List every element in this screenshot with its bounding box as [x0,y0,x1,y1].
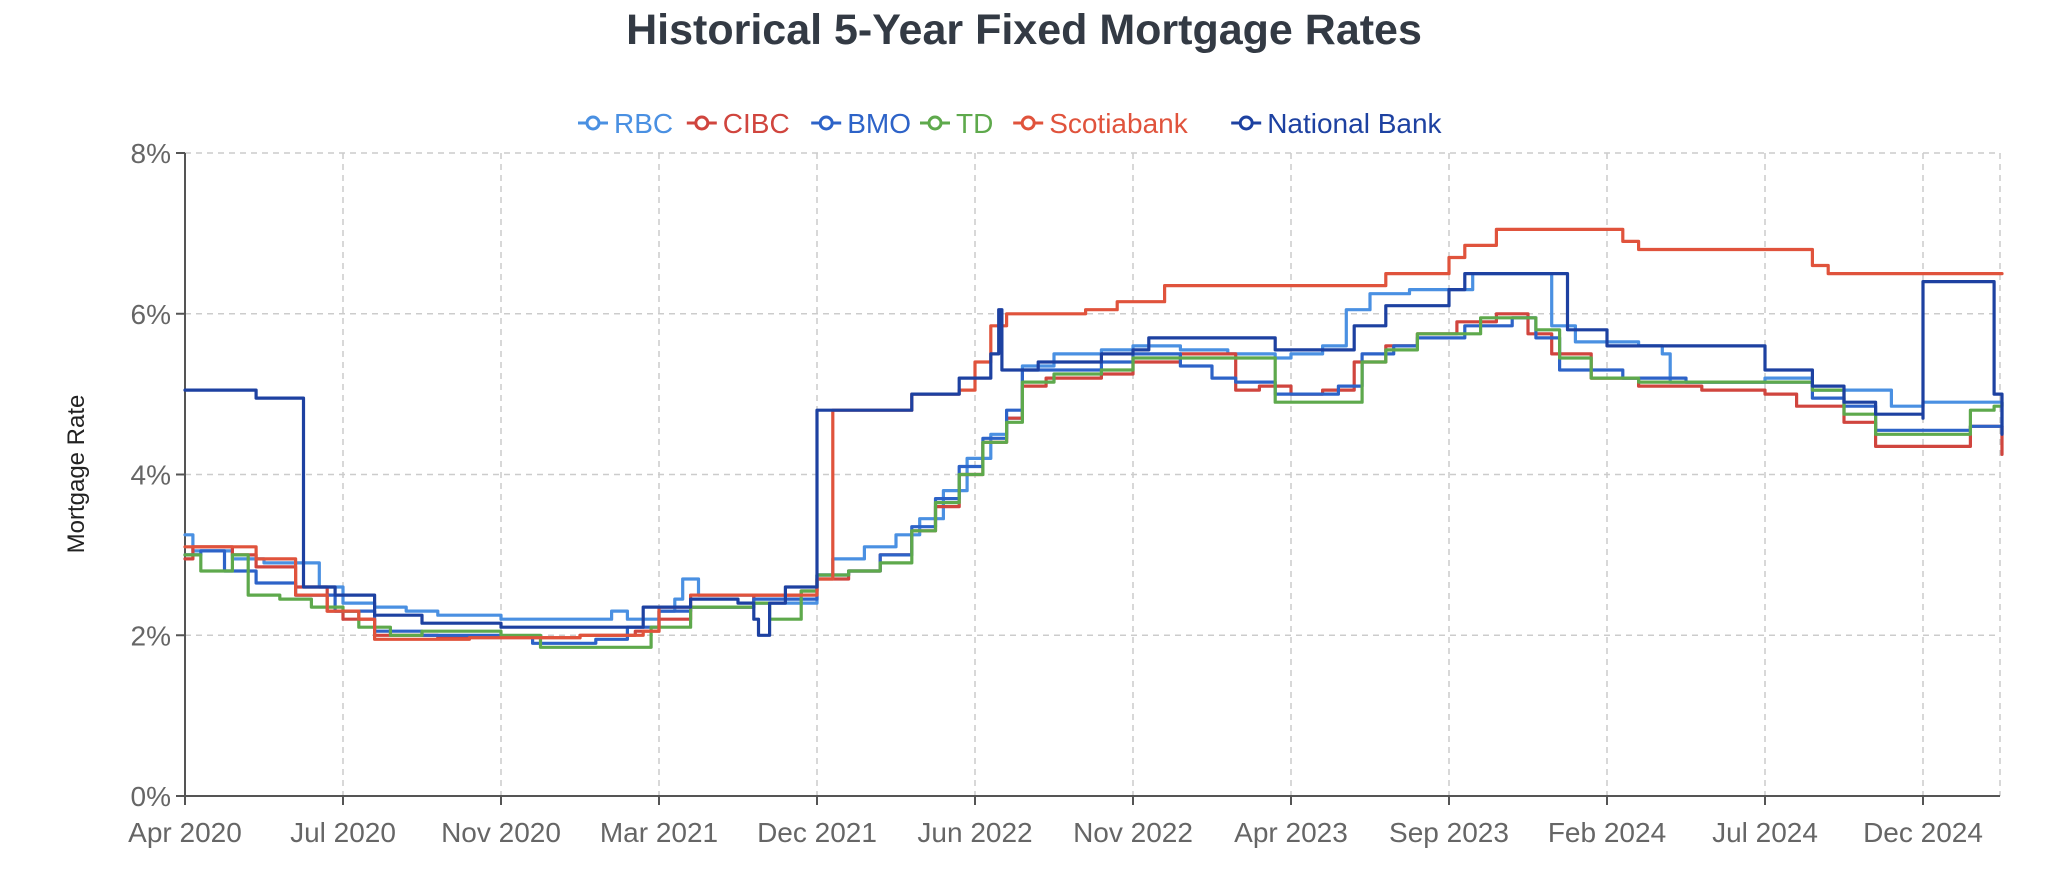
x-tick-label: Jul 2024 [1712,817,1818,848]
series-lines [183,227,2004,649]
legend: RBC CIBC BMO TD Scotiabank National Bank [578,108,1443,139]
legend-label: BMO [847,108,911,139]
series-line-td [183,316,2004,649]
legend-item-cibc[interactable]: CIBC [686,108,790,139]
legend-item-rbc[interactable]: RBC [578,108,673,139]
legend-label: TD [956,108,993,139]
x-tick-label: Mar 2021 [600,817,718,848]
x-tick-label: Nov 2022 [1073,817,1193,848]
x-tick-label: Dec 2024 [1863,817,1983,848]
legend-marker-icon [694,115,710,131]
y-tick-label: 2% [131,620,171,651]
legend-label: RBC [614,108,673,139]
y-axis-title: Mortgage Rate [63,395,90,554]
x-tick-label: Sep 2023 [1389,817,1509,848]
x-tick-label: Jun 2022 [917,817,1032,848]
chart-title: Historical 5-Year Fixed Mortgage Rates [626,6,1422,54]
legend-item-td[interactable]: TD [920,108,993,139]
y-tick-label: 6% [131,299,171,330]
x-tick-label: Nov 2020 [441,817,561,848]
legend-marker-icon [1238,115,1254,131]
series-line-rbc [183,272,2004,621]
x-tick-label: Feb 2024 [1548,817,1666,848]
legend-marker-icon [1020,115,1036,131]
y-tick-label: 0% [131,781,171,812]
legend-marker-icon [818,115,834,131]
series-line-scotiabank [183,227,2004,641]
x-tick-label: Apr 2023 [1234,817,1348,848]
legend-marker-icon [927,115,943,131]
x-tick-label: Jul 2020 [290,817,396,848]
series-line-national-bank [183,272,2004,637]
legend-label: National Bank [1267,108,1442,139]
legend-marker-icon [585,115,601,131]
y-tick-label: 8% [131,138,171,169]
legend-label: Scotiabank [1049,108,1189,139]
x-tick-label: Dec 2021 [757,817,877,848]
y-tick-label: 4% [131,460,171,491]
legend-label: CIBC [723,108,790,139]
legend-item-scotiabank[interactable]: Scotiabank [1013,108,1189,139]
legend-item-bmo[interactable]: BMO [811,108,911,139]
x-tick-label: Apr 2020 [128,817,242,848]
axes: Apr 2020 Jul 2020 Nov 2020 Mar 2021 Dec 2021… [128,138,2000,848]
legend-item-national-bank[interactable]: National Bank [1231,108,1443,139]
series-line-bmo [183,316,2004,645]
